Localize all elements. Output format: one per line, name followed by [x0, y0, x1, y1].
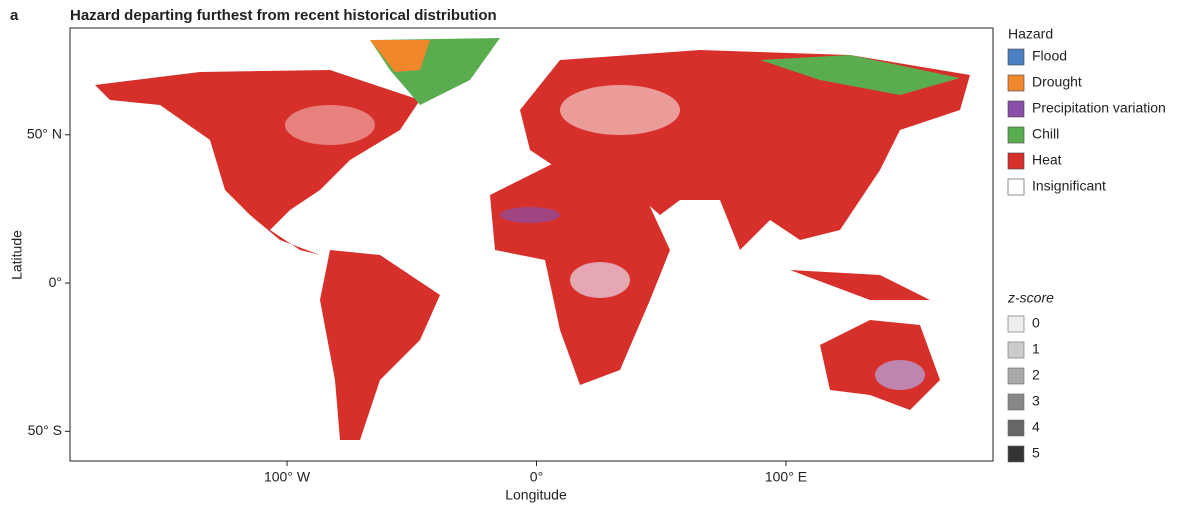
legend-swatch: [1007, 152, 1025, 170]
legend-label: Heat: [1032, 152, 1062, 168]
north-america: [95, 70, 420, 255]
pale-area: [570, 262, 630, 298]
australia: [820, 320, 940, 410]
legend-label: Chill: [1032, 126, 1059, 142]
y-tick-label: 50° S: [28, 422, 62, 438]
zscore-title: z-score: [1007, 290, 1054, 306]
x-tick-label: 0°: [530, 469, 543, 485]
precip-area: [500, 207, 560, 223]
y-tick-label: 50° N: [27, 125, 62, 141]
zscore-swatch: [1007, 393, 1025, 411]
x-tick-label: 100° E: [765, 469, 807, 485]
y-tick-label: 0°: [49, 274, 62, 290]
precip-area: [875, 360, 925, 390]
zscore-swatch: [1007, 315, 1025, 333]
zscore-label: 2: [1032, 367, 1040, 383]
panel-label: a: [10, 7, 19, 24]
legend-swatch: [1007, 100, 1025, 118]
greenland-drought: [370, 40, 430, 72]
legend-swatch: [1007, 178, 1025, 196]
zscore-label: 3: [1032, 393, 1040, 409]
zscore-label: 5: [1032, 445, 1040, 461]
x-axis-label: Longitude: [505, 487, 567, 503]
pale-area: [560, 85, 680, 135]
y-axis-label: Latitude: [9, 230, 25, 280]
legend-swatch: [1007, 48, 1025, 66]
x-tick-label: 100° W: [264, 469, 311, 485]
legend-title: Hazard: [1008, 26, 1053, 42]
zscore-label: 1: [1032, 341, 1040, 357]
legend-label: Drought: [1032, 74, 1082, 90]
plot-frame: [69, 27, 994, 462]
southeast-asia: [790, 270, 930, 300]
legend-label: Insignificant: [1032, 178, 1106, 194]
pale-area: [285, 105, 375, 145]
map-land: [95, 38, 970, 440]
siberia-chill: [760, 55, 960, 95]
zscore-swatch: [1007, 367, 1025, 385]
legend-label: Precipitation variation: [1032, 100, 1166, 116]
legend-swatch: [1007, 126, 1025, 144]
zscore-swatch: [1007, 419, 1025, 437]
zscore-label: 4: [1032, 419, 1040, 435]
zscore-swatch: [1007, 445, 1025, 463]
chart-title: Hazard departing furthest from recent hi…: [70, 7, 497, 24]
zscore-label: 0: [1032, 315, 1040, 331]
legend-swatch: [1007, 74, 1025, 92]
south-america: [320, 250, 440, 440]
legend-label: Flood: [1032, 48, 1067, 64]
zscore-swatch: [1007, 341, 1025, 359]
